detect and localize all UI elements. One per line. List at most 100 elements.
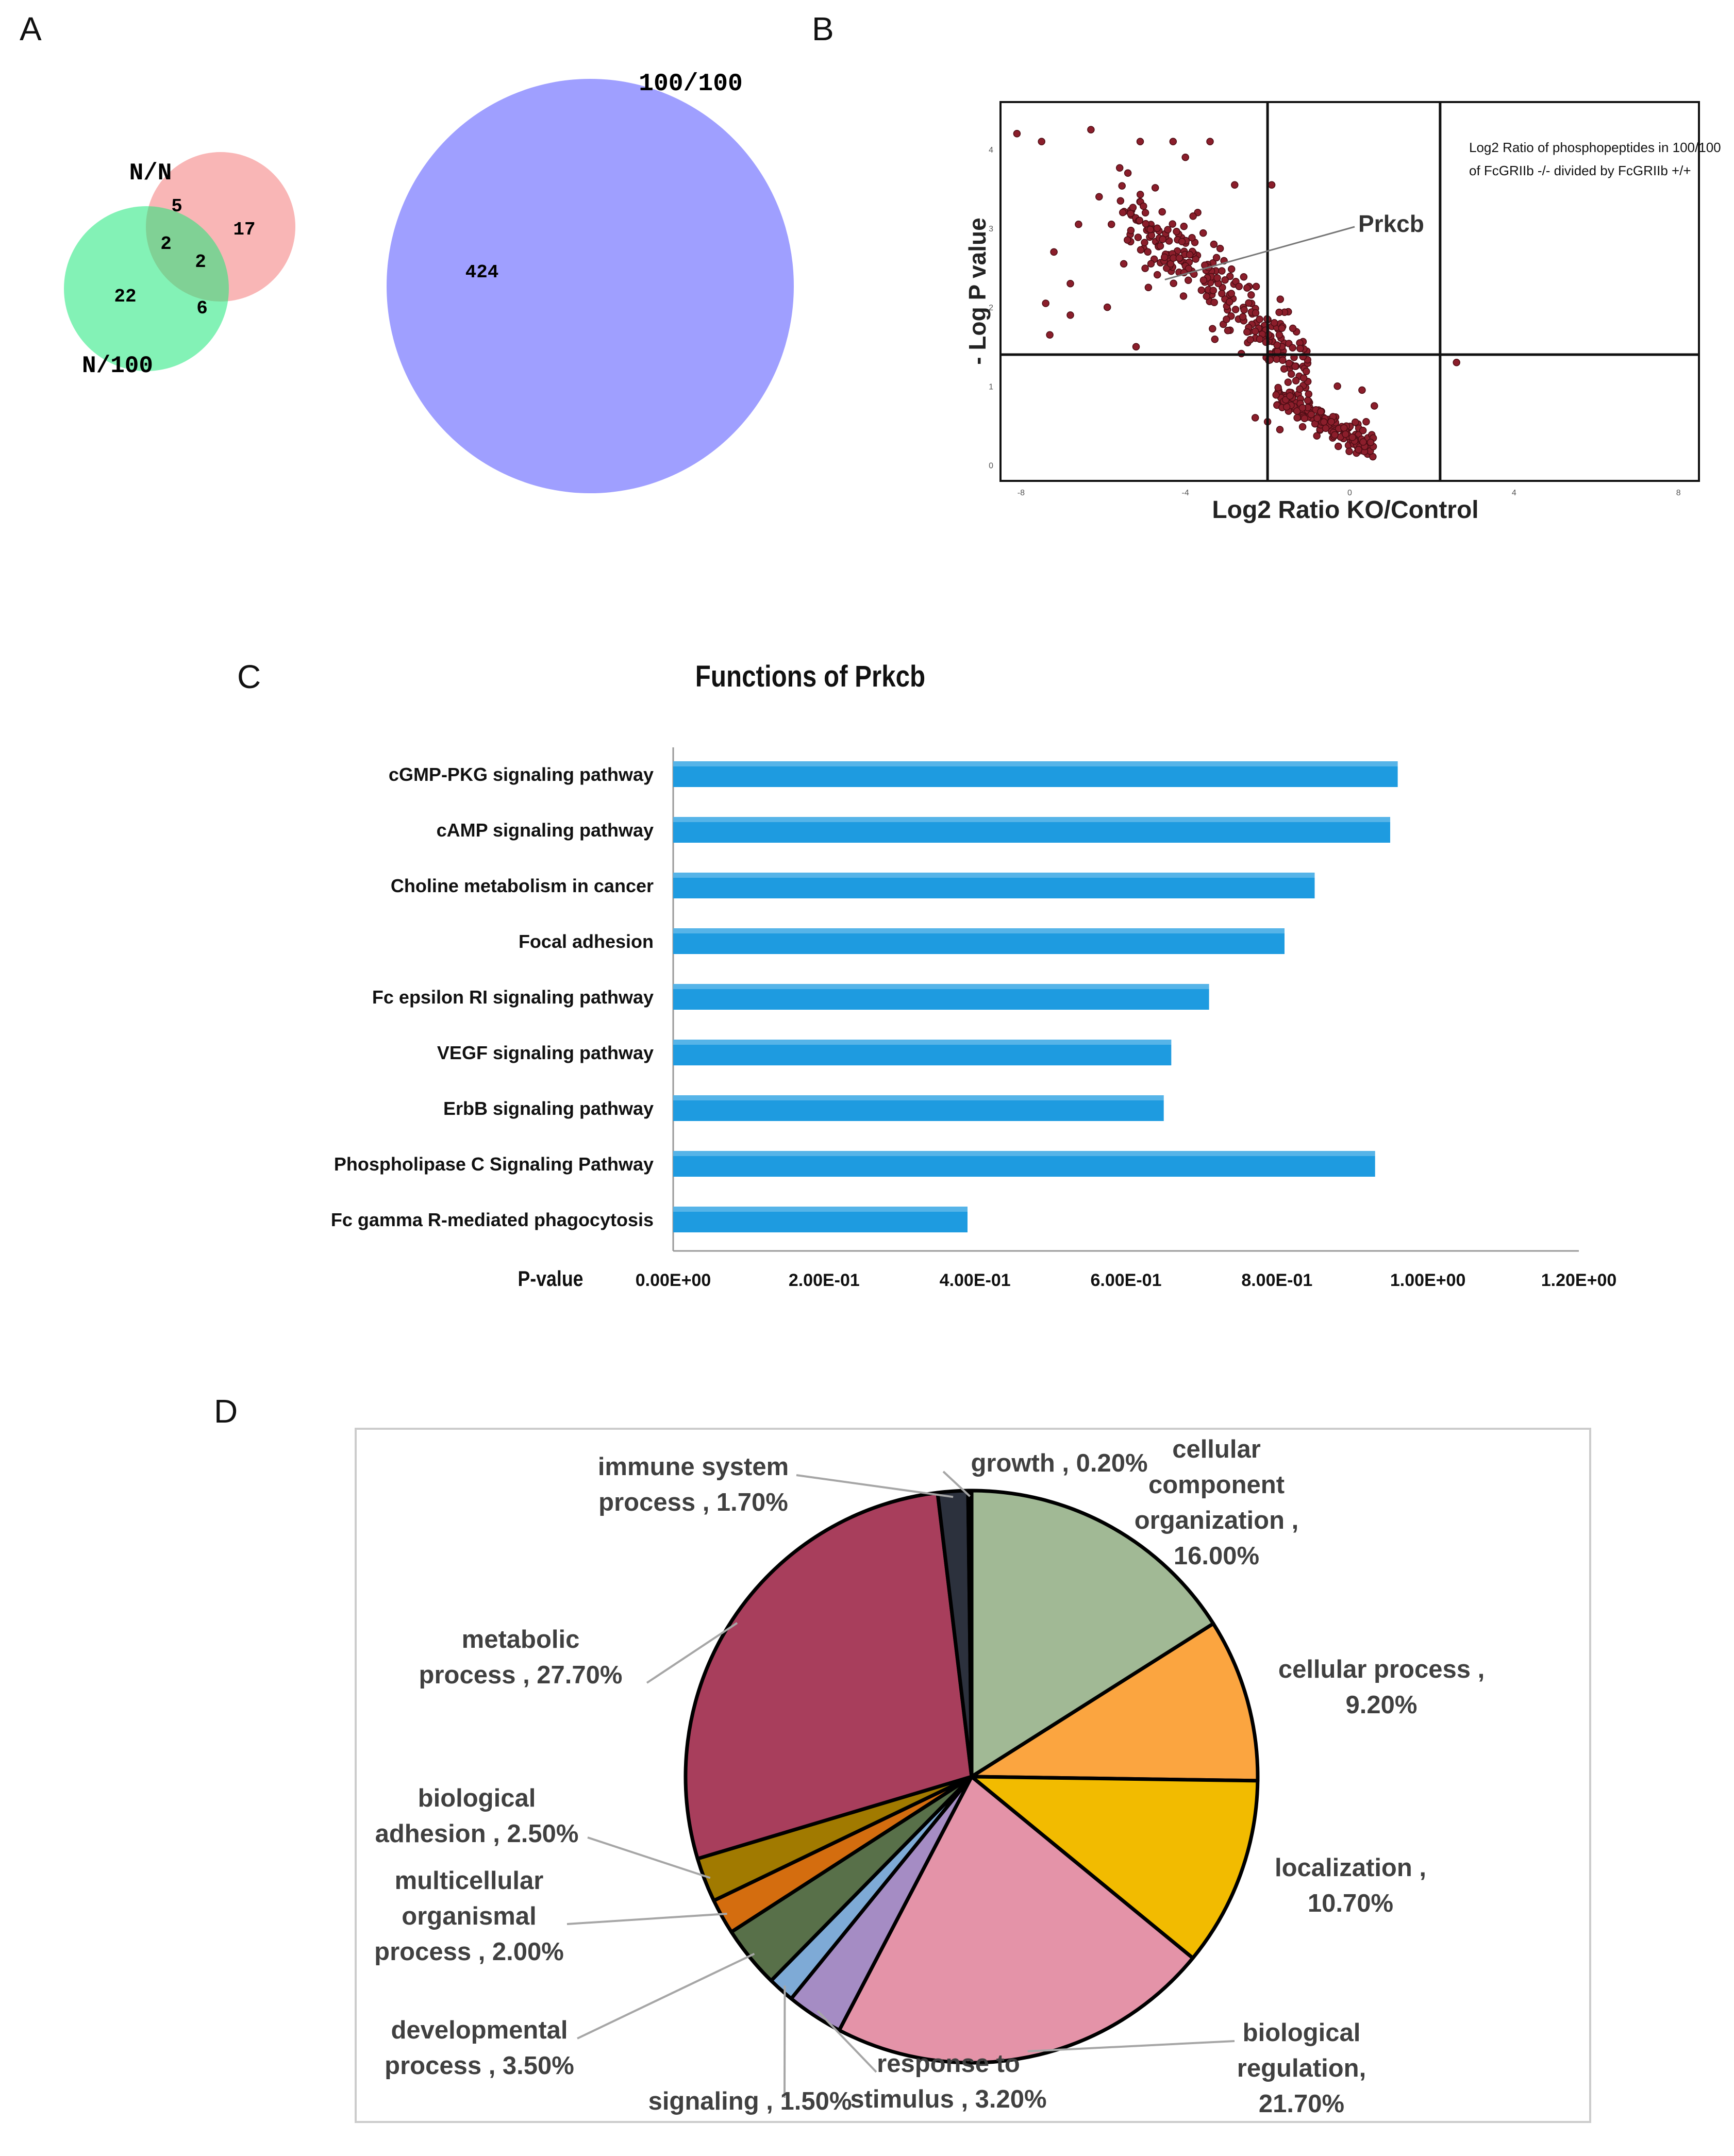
pie-slice-label: biological adhesion , 2.50% [375, 1784, 579, 1848]
bar-highlight [673, 1095, 1164, 1100]
bar [673, 1040, 1172, 1065]
pie-slice [837, 1775, 1195, 2065]
volcano-point [1159, 236, 1166, 243]
volcano-point [1160, 253, 1169, 261]
volcano-point [1136, 138, 1144, 145]
bar-row: cGMP-PKG signaling pathway [389, 761, 1398, 787]
volcano-threshold-lines [1001, 102, 1699, 481]
volcano-point [1359, 438, 1367, 446]
volcano-point [1075, 221, 1082, 228]
volcano-point [1209, 287, 1218, 294]
volcano-point [1095, 193, 1103, 201]
volcano-point [1307, 410, 1315, 419]
volcano-point [1227, 290, 1236, 297]
bar-category-label: Fc epsilon RI signaling pathway [372, 987, 654, 1008]
volcano-legend-line-1: Log2 Ratio of phosphopeptides in 100/100 [1469, 140, 1721, 155]
volcano-point [1251, 327, 1259, 335]
volcano-point [1252, 309, 1260, 317]
venn-count-big-only: 424 [465, 262, 499, 283]
pie-leader-line [646, 1622, 738, 1684]
volcano-point [1141, 264, 1149, 272]
volcano-point [1335, 442, 1342, 450]
volcano-point [1235, 282, 1243, 290]
prkcb-leader-line [1164, 226, 1355, 280]
volcano-point [1287, 370, 1295, 378]
pie-leader-line [942, 1470, 971, 1497]
volcano-point [1124, 169, 1132, 177]
volcano-point [1189, 212, 1197, 220]
bar [673, 1095, 1164, 1121]
volcano-plot: -8 -4 0 4 8 0 1 2 3 4 Prkcb Log2 Ratio of phosph… [964, 101, 1721, 524]
volcano-point [1284, 378, 1292, 386]
pie-leader-line [796, 1474, 954, 1498]
bar-x-tick-label: 4.00E-01 [940, 1271, 1011, 1290]
volcano-point [1181, 153, 1189, 161]
volcano-point [1299, 374, 1308, 382]
bar [673, 873, 1315, 898]
venn-circle-100-100 [387, 79, 794, 493]
bar-row: Choline metabolism in cancer [391, 873, 1315, 898]
pie-slice-label: signaling , 1.50% [648, 2087, 852, 2115]
volcano-point [1188, 234, 1196, 242]
volcano-point [1251, 414, 1259, 422]
pie-leader-line [577, 1952, 755, 2040]
bar-category-label: cGMP-PKG signaling pathway [389, 764, 654, 785]
pie-leader-line [1027, 2040, 1235, 2052]
volcano-y-axis-label: - Log P value [964, 218, 991, 364]
volcano-point [1340, 424, 1348, 432]
volcano-y-tick-label: 0 [989, 461, 993, 470]
volcano-point [1275, 308, 1283, 316]
volcano-point [1185, 276, 1192, 285]
panel-label-b: B [812, 10, 834, 47]
bar [673, 761, 1398, 787]
volcano-point [1279, 356, 1287, 364]
volcano-point [1231, 306, 1240, 313]
volcano-point [1038, 138, 1045, 145]
bar [673, 817, 1390, 843]
volcano-point [1327, 418, 1335, 426]
pie-slices [683, 1489, 1260, 2065]
bar-category-label: VEGF signaling pathway [437, 1042, 654, 1063]
bar-chart-x-ticks: 0.00E+00 2.00E-01 4.00E-01 6.00E-01 8.00E-01… [636, 1271, 1617, 1290]
volcano-point [1348, 433, 1356, 441]
panel-label-d: D [214, 1393, 238, 1430]
volcano-point [1209, 325, 1216, 332]
volcano-y-tick-label: 4 [989, 146, 993, 155]
volcano-x-ticks: -8 -4 0 4 8 [1018, 489, 1681, 497]
bar-x-tick-label: 1.00E+00 [1390, 1271, 1466, 1290]
volcano-point [1103, 303, 1111, 311]
volcano-point [1164, 226, 1172, 233]
bar-highlight [673, 1040, 1172, 1045]
bar-category-label: ErbB signaling pathway [443, 1098, 654, 1119]
pie-chart: cellular component organization , 16.00% cel… [355, 1428, 1591, 2123]
bar-chart: Functions of Prkcb cGMP-PKG signaling pa… [331, 660, 1616, 1291]
prkcb-annotation: Prkcb [1358, 210, 1424, 237]
volcano-point [1240, 273, 1248, 281]
pie-slice-label: cellular component organization , 16.00% [1135, 1435, 1299, 1570]
bar-category-label: Phospholipase C Signaling Pathway [334, 1154, 654, 1175]
volcano-point [1134, 233, 1142, 241]
volcano-point [1137, 246, 1145, 254]
pie-slice-label: growth , 0.20% [971, 1449, 1147, 1477]
bar [673, 984, 1209, 1010]
bar-row: Fc epsilon RI signaling pathway [372, 984, 1209, 1010]
venn-count-n100-only: 22 [114, 286, 136, 307]
bar-row: Fc gamma R-mediated phagocytosis [331, 1207, 968, 1232]
volcano-point [1296, 344, 1304, 353]
pie-slice-label: developmental process , 3.50% [385, 2016, 574, 2080]
volcano-point [1186, 250, 1194, 259]
volcano-point [1366, 438, 1375, 446]
volcano-point [1206, 138, 1214, 145]
volcano-point [1305, 390, 1313, 398]
volcano-point [1136, 216, 1144, 224]
volcano-point [1046, 331, 1054, 339]
pie-slice [970, 1622, 1260, 1783]
volcano-plot-area [999, 101, 1700, 482]
bar-x-tick-label: 8.00E-01 [1241, 1271, 1312, 1290]
volcano-point [1203, 292, 1211, 300]
panel-label-a: A [20, 10, 42, 47]
bar-category-label: Fc gamma R-mediated phagocytosis [331, 1209, 654, 1230]
venn-circle-n-100 [64, 206, 229, 371]
volcano-point [1153, 271, 1161, 279]
volcano-point [1453, 359, 1460, 366]
